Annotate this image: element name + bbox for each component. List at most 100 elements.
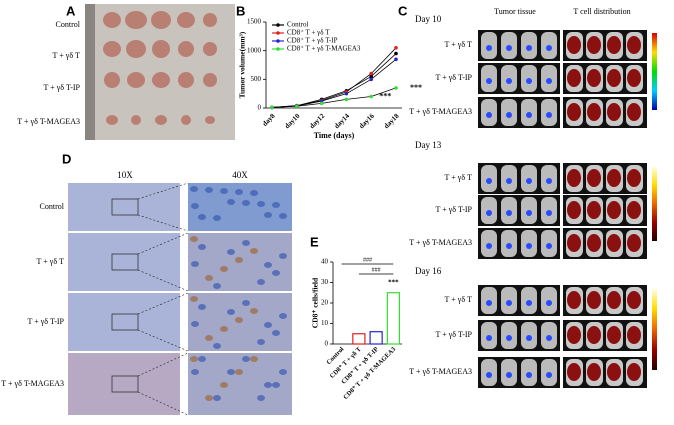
legend-label: CD8⁺ T + γδ T <box>287 29 330 37</box>
x-tick-label: day8 <box>261 112 277 128</box>
significance: ### <box>372 267 381 273</box>
panel-label: B <box>236 3 245 18</box>
tcell-signal <box>567 326 581 344</box>
cell <box>257 279 265 285</box>
tumor-signal <box>486 178 492 184</box>
y-tick-label: 1500 <box>247 18 262 26</box>
row-label: T + γδ T-IP <box>436 73 473 82</box>
cell <box>190 236 198 242</box>
tcell-signal <box>627 69 641 87</box>
tumor-signal <box>526 178 532 184</box>
tumor-signal <box>526 112 532 118</box>
point <box>394 57 398 62</box>
bar <box>369 331 383 345</box>
cell <box>213 395 221 401</box>
x-tick-label: day10 <box>283 112 302 131</box>
significance: *** <box>388 278 399 286</box>
row-label: T + γδ T-MAGEA3 <box>409 107 472 116</box>
tcell-signal <box>607 69 621 87</box>
point <box>319 101 324 106</box>
y-tick-label: 30 <box>321 278 329 286</box>
tcell-signal <box>627 201 641 219</box>
cell <box>227 369 235 375</box>
y-tick-label: 0 <box>258 104 262 112</box>
tcell-signal <box>607 201 621 219</box>
tcell-signal <box>567 363 581 381</box>
row-label: Control <box>56 20 81 29</box>
y-axis-label: CD8⁺ cells/field <box>311 277 320 328</box>
cell <box>264 382 272 388</box>
tumor-signal <box>546 372 552 378</box>
tcell-signal <box>627 291 641 309</box>
cell <box>250 308 258 314</box>
ruler <box>85 4 95 140</box>
point <box>295 104 299 109</box>
zoom-box <box>111 375 139 393</box>
row-label: T + γδ T-IP <box>436 205 473 214</box>
day-title: Day 13 <box>415 140 442 150</box>
legend-label: CD8⁺ T + γδ T-MAGEA3 <box>287 45 361 53</box>
point <box>394 86 398 90</box>
cell <box>242 356 250 362</box>
cell <box>205 335 213 341</box>
zoom-line <box>137 214 189 232</box>
tumor-signal <box>546 78 552 84</box>
cell <box>220 188 228 194</box>
series-line <box>271 53 397 108</box>
row-label: Control <box>40 202 65 211</box>
point <box>369 74 374 79</box>
cell <box>242 240 250 246</box>
cell <box>272 382 280 388</box>
x-tick-label: day18 <box>382 112 401 131</box>
tcell-signal <box>607 291 621 309</box>
ihc-10x <box>68 233 180 291</box>
tcell-signal <box>607 103 621 121</box>
cell <box>191 203 199 209</box>
tumor-signal <box>526 78 532 84</box>
tcell-signal <box>587 169 601 187</box>
cell <box>198 214 206 220</box>
cell <box>264 322 272 328</box>
tumor-signal <box>486 78 492 84</box>
ihc-10x <box>68 183 180 231</box>
cell <box>213 283 221 289</box>
tumor-signal <box>486 335 492 341</box>
zoom-line <box>137 352 189 377</box>
legend-label: CD8⁺ T + γδ T-IP <box>287 37 338 45</box>
tcell-signal <box>587 36 601 54</box>
legend-marker <box>276 39 280 43</box>
row-label: T + γδ T-IP <box>28 317 65 326</box>
row-label: T + γδ T <box>445 173 473 182</box>
point <box>344 91 349 96</box>
tumor-signal <box>546 210 552 216</box>
tcell-signal <box>627 326 641 344</box>
row-label: T + γδ T-MAGEA3 <box>17 117 80 126</box>
cell <box>191 369 199 375</box>
tumor-signal <box>506 210 512 216</box>
cell <box>250 190 258 196</box>
row-label: T + γδ T-MAGEA3 <box>409 238 472 247</box>
tumor-signal <box>506 112 512 118</box>
tcell-signal <box>567 169 581 187</box>
y-tick-label: 10 <box>321 319 329 327</box>
cell <box>235 317 243 323</box>
panel-label: A <box>66 3 76 18</box>
cell <box>227 309 235 315</box>
x-tick-label: day12 <box>308 112 327 131</box>
cell <box>250 356 258 362</box>
tcell-signal <box>607 326 621 344</box>
zoom-line <box>137 232 189 255</box>
zoom-line <box>137 269 189 292</box>
tumor-signal <box>546 45 552 51</box>
cell <box>190 296 198 302</box>
tcell-signal <box>627 36 641 54</box>
tcell-signal <box>587 326 601 344</box>
tumor-signal <box>506 300 512 306</box>
point <box>270 105 274 110</box>
column-header: 40X <box>232 170 248 180</box>
bar <box>386 292 401 345</box>
cell <box>272 270 280 276</box>
tcell-signal <box>587 363 601 381</box>
cell <box>191 321 199 327</box>
